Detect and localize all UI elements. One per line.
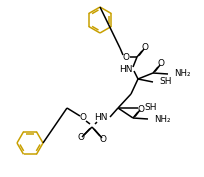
- Text: O: O: [137, 104, 144, 113]
- Text: NH₂: NH₂: [154, 115, 171, 124]
- Text: O: O: [122, 53, 130, 61]
- Text: NH₂: NH₂: [174, 70, 191, 79]
- Text: O: O: [80, 113, 86, 122]
- Text: SH: SH: [159, 78, 172, 87]
- Text: O: O: [157, 59, 164, 68]
- Text: O: O: [142, 44, 149, 53]
- Text: O: O: [78, 133, 84, 142]
- Text: HN: HN: [94, 113, 108, 122]
- Text: HN: HN: [119, 65, 133, 75]
- Text: O: O: [100, 135, 106, 144]
- Text: SH: SH: [144, 104, 156, 113]
